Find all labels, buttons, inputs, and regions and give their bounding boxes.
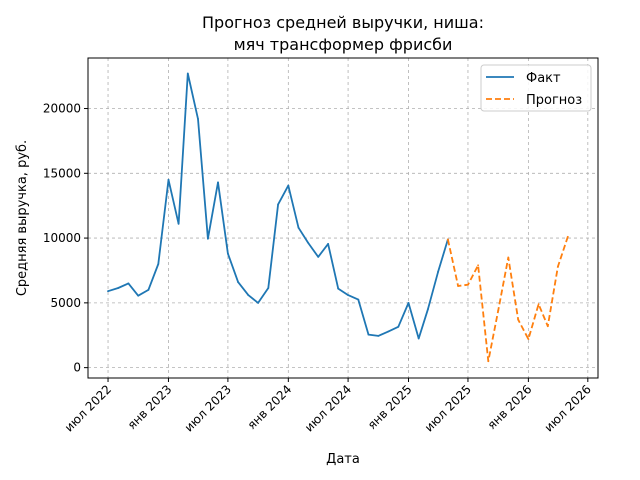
data-point [457,285,459,287]
data-point [507,256,510,259]
data-point [537,303,540,306]
y-tick-label: 5000 [50,296,81,310]
x-axis-label: Дата [326,452,360,467]
data-point [527,338,530,340]
y-tick-label: 0 [73,361,81,375]
y-tick-label: 10000 [43,231,81,245]
data-point [477,264,479,267]
data-point [167,178,170,181]
data-point [267,287,270,289]
data-point [497,309,500,312]
data-point [357,298,360,301]
y-tick-label: 20000 [43,102,81,116]
data-point [117,287,120,289]
data-point [107,290,109,293]
data-point [327,243,329,245]
data-point [546,325,549,328]
legend-label-fact: Факт [526,71,561,86]
data-point [127,282,130,285]
data-point [397,325,400,328]
data-point [137,294,140,297]
data-point [317,256,320,258]
data-point [177,222,180,225]
data-point [437,270,439,273]
legend: Факт Прогноз [480,64,592,112]
data-point [287,184,290,187]
data-point [247,294,250,296]
chart-title-line-1: Прогноз средней выручки, ниша: [202,13,484,32]
data-point [257,302,259,304]
data-point [337,287,340,290]
legend-label-forecast: Прогноз [526,93,582,108]
data-point [197,118,199,120]
series-points-fact [107,72,449,340]
data-point [307,241,309,244]
data-point [417,337,420,340]
y-axis-label: Средняя выручка, руб. [15,140,30,296]
data-point [467,283,469,286]
data-point [297,226,300,229]
data-point [566,235,569,238]
data-point [557,265,559,268]
plot-frame [87,57,599,379]
data-point [387,330,390,333]
data-point [207,237,209,240]
data-point [347,294,349,296]
data-point [227,252,229,255]
data-point [487,360,490,363]
data-point [377,335,380,337]
series-points-forecast [447,235,569,363]
data-point [517,318,520,321]
chart-title-line-2: мяч трансформер фрисби [234,35,453,54]
data-point [407,302,410,304]
data-point [447,238,449,241]
grid-lines [88,58,598,378]
y-tick-label: 15000 [43,166,81,180]
data-point [186,72,189,75]
data-point [367,333,370,336]
series-lines [107,72,569,363]
data-point [237,281,240,283]
data-point [147,289,150,291]
data-point [277,203,279,206]
y-axis: 0 5000 10000 15000 20000 [43,102,88,375]
data-point [427,308,429,311]
data-point [157,263,160,265]
data-point [217,181,219,184]
